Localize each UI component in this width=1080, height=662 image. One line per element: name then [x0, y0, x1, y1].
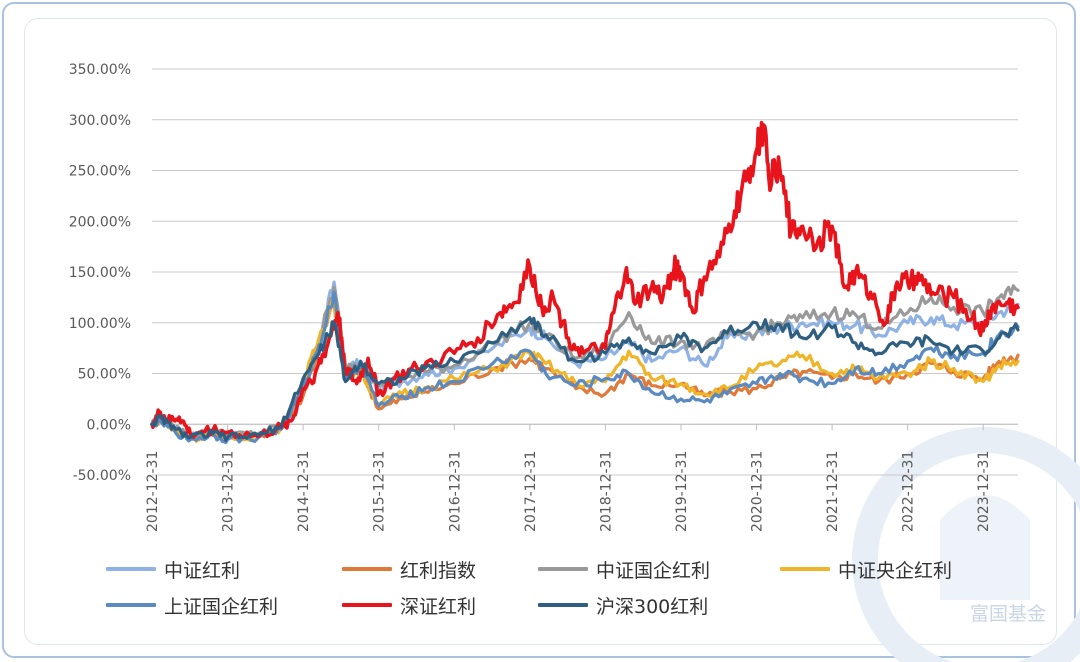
- x-axis: 2012-12-31 2013-12-31 2014-12-31 2015-12-31…: [145, 423, 1018, 532]
- x-tick-label: 2013-12-31: [221, 451, 237, 532]
- legend-label: 中证红利: [164, 559, 241, 582]
- legend-swatch: [538, 567, 588, 571]
- grid: [152, 68, 1018, 476]
- legend-swatch: [538, 603, 588, 607]
- x-tick-label: 2023-12-31: [976, 451, 992, 532]
- y-tick-label: 50.00%: [78, 367, 131, 383]
- legend-label: 沪深300红利: [596, 595, 709, 618]
- x-tick-label: 2016-12-31: [447, 451, 463, 532]
- x-tick-label: 2018-12-31: [598, 451, 614, 532]
- series-line-5: [150, 120, 1020, 440]
- legend-item-shangzheng-guoqi[interactable]: 上证国企红利: [106, 592, 278, 618]
- y-axis: 350.00% 300.00% 250.00% 200.00% 150.00% 100.0…: [69, 62, 131, 484]
- legend: 中证红利 红利指数 中证国企红利 中证央企红利 上证国企红利 深证红利 沪深30…: [106, 556, 1006, 626]
- y-tick-label: 0.00%: [87, 417, 131, 433]
- legend-label: 红利指数: [400, 559, 477, 582]
- legend-swatch: [342, 567, 392, 571]
- x-tick-label: 2017-12-31: [523, 451, 539, 532]
- watermark-ring-icon: [852, 427, 1080, 662]
- y-tick-label: 300.00%: [69, 113, 131, 129]
- legend-swatch: [342, 603, 392, 607]
- y-tick-label: 150.00%: [69, 265, 131, 281]
- legend-swatch: [106, 567, 156, 571]
- legend-item-shenzheng-hongli[interactable]: 深证红利: [342, 592, 476, 618]
- legend-label: 中证国企红利: [596, 559, 711, 582]
- legend-item-hushen300-hongli[interactable]: 沪深300红利: [538, 592, 708, 618]
- x-tick-label: 2015-12-31: [372, 451, 388, 532]
- legend-item-hongli-zhishu[interactable]: 红利指数: [342, 556, 476, 582]
- y-tick-label: 100.00%: [69, 316, 131, 332]
- x-tick-label: 2014-12-31: [296, 451, 312, 532]
- legend-item-zhongzheng-hongli[interactable]: 中证红利: [106, 556, 240, 582]
- legend-label: 深证红利: [400, 595, 477, 618]
- legend-swatch: [780, 567, 830, 571]
- legend-item-yangqi-hongli[interactable]: 中证央企红利: [780, 556, 952, 582]
- legend-label: 中证央企红利: [838, 559, 953, 582]
- legend-item-guoqi-hongli[interactable]: 中证国企红利: [538, 556, 710, 582]
- x-tick-label: 2021-12-31: [825, 451, 841, 532]
- y-tick-label: -50.00%: [73, 468, 131, 484]
- legend-label: 上证国企红利: [164, 595, 279, 618]
- x-tick-label: 2020-12-31: [750, 451, 766, 532]
- series-line-6: [150, 316, 1020, 442]
- y-tick-label: 200.00%: [69, 214, 131, 230]
- y-tick-label: 250.00%: [69, 164, 131, 180]
- x-tick-label: 2022-12-31: [901, 451, 917, 532]
- y-tick-label: 350.00%: [69, 62, 131, 78]
- x-tick-label: 2012-12-31: [145, 451, 161, 532]
- watermark: 富国基金: [852, 427, 1080, 662]
- watermark-text: 富国基金: [970, 603, 1046, 625]
- x-tick-label: 2019-12-31: [674, 451, 690, 532]
- legend-swatch: [106, 603, 156, 607]
- series-lines: [150, 120, 1020, 445]
- watermark-emblem-icon: [940, 495, 1030, 600]
